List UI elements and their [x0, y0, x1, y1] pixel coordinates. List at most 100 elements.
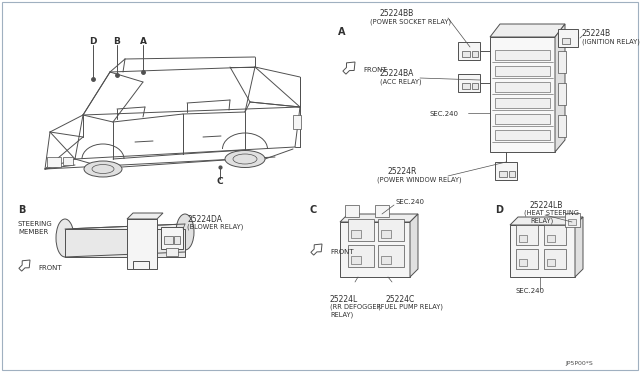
Polygon shape [575, 217, 583, 277]
Bar [65, 229, 185, 257]
Ellipse shape [84, 161, 122, 177]
Text: JP5P00*S: JP5P00*S [565, 362, 593, 366]
Text: D: D [495, 205, 503, 215]
Bar [378, 219, 404, 241]
Bar [47, 157, 61, 167]
Bar [462, 51, 470, 57]
Bar [348, 245, 374, 267]
Bar [351, 256, 361, 264]
Text: RELAY): RELAY) [330, 312, 353, 318]
Bar [499, 171, 507, 177]
Bar [558, 51, 566, 73]
Bar [174, 236, 180, 244]
Bar [345, 205, 359, 217]
Text: 25224DA: 25224DA [187, 215, 222, 224]
Text: STEERING: STEERING [18, 221, 52, 227]
Bar [381, 230, 391, 238]
Text: SEC.240: SEC.240 [395, 199, 424, 205]
Text: SEC.240: SEC.240 [515, 288, 544, 294]
Text: C: C [310, 205, 317, 215]
Text: (BLOWER RELAY): (BLOWER RELAY) [187, 224, 243, 230]
Bar [133, 261, 149, 269]
Bar [166, 248, 178, 256]
Text: FRONT: FRONT [363, 67, 387, 73]
Polygon shape [490, 24, 565, 37]
Bar [472, 83, 478, 89]
Polygon shape [343, 62, 355, 74]
Polygon shape [555, 24, 565, 152]
Text: (ACC RELAY): (ACC RELAY) [380, 79, 422, 85]
Bar [565, 213, 580, 227]
Ellipse shape [176, 214, 194, 250]
Bar [544, 225, 566, 245]
Text: (POWER SOCKET RELAY): (POWER SOCKET RELAY) [370, 19, 451, 25]
Bar [562, 38, 570, 44]
Text: 25224LB: 25224LB [530, 201, 563, 209]
Text: D: D [89, 38, 97, 46]
Bar [547, 235, 555, 242]
Ellipse shape [56, 219, 74, 257]
Bar [293, 115, 301, 129]
Bar [378, 245, 404, 267]
Bar [509, 171, 515, 177]
Polygon shape [19, 260, 30, 271]
Text: B: B [113, 38, 120, 46]
Text: (HEAT STEERING: (HEAT STEERING [524, 210, 579, 216]
Text: (IGNITION RELAY): (IGNITION RELAY) [582, 39, 640, 45]
Bar [63, 157, 73, 165]
Text: 25224BB: 25224BB [380, 10, 414, 19]
Polygon shape [311, 244, 322, 255]
Text: (FUEL PUMP RELAY): (FUEL PUMP RELAY) [378, 304, 443, 310]
Bar [544, 249, 566, 269]
Text: MEMBER: MEMBER [18, 229, 48, 235]
Text: B: B [18, 205, 26, 215]
Bar [472, 51, 478, 57]
Text: A: A [140, 38, 147, 46]
Ellipse shape [225, 151, 265, 167]
Text: 25224C: 25224C [385, 295, 414, 304]
Bar [495, 130, 550, 140]
Text: 25224BA: 25224BA [380, 70, 414, 78]
Bar [516, 225, 538, 245]
Bar [340, 222, 410, 277]
Bar [490, 37, 555, 152]
Bar [568, 219, 576, 225]
Polygon shape [510, 217, 583, 225]
Bar [495, 162, 517, 180]
Bar [458, 74, 480, 92]
Text: 25224B: 25224B [582, 29, 611, 38]
Bar [495, 114, 550, 124]
Bar [161, 227, 183, 249]
Bar [495, 98, 550, 108]
Text: (POWER WINDOW RELAY): (POWER WINDOW RELAY) [377, 177, 461, 183]
Bar [495, 66, 550, 76]
Text: 25224R: 25224R [388, 167, 417, 176]
Bar [458, 42, 480, 60]
Bar [495, 82, 550, 92]
Text: A: A [338, 27, 346, 37]
Bar [381, 256, 391, 264]
Bar [164, 236, 173, 244]
Bar [127, 219, 157, 269]
Text: FRONT: FRONT [38, 265, 61, 271]
Polygon shape [410, 214, 418, 277]
Polygon shape [340, 214, 418, 222]
Text: SEC.240: SEC.240 [430, 111, 459, 117]
Bar [348, 219, 374, 241]
Bar [516, 249, 538, 269]
Bar [462, 83, 470, 89]
Bar [558, 29, 578, 47]
Text: (RR DEFOGGER: (RR DEFOGGER [330, 304, 381, 310]
Bar [519, 259, 527, 266]
Text: RELAY): RELAY) [530, 218, 553, 224]
Text: 25224L: 25224L [330, 295, 358, 304]
Bar [495, 50, 550, 60]
Bar [558, 115, 566, 137]
Bar [351, 230, 361, 238]
Polygon shape [65, 224, 185, 247]
Bar [519, 235, 527, 242]
Bar [510, 225, 575, 277]
Bar [375, 205, 389, 217]
Bar [547, 259, 555, 266]
Polygon shape [127, 213, 163, 219]
